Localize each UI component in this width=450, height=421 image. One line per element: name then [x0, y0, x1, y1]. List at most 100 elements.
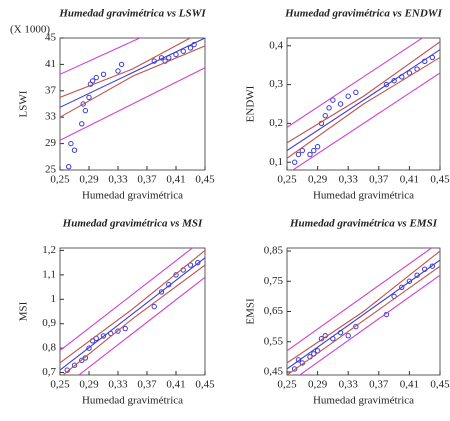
point: [295, 151, 302, 158]
x-tick-label: 0,41: [166, 379, 185, 391]
chart-title: Humedad gravimétrica vs EMSI: [289, 218, 438, 230]
chart-title: Humedad gravimétrica vs ENDWI: [284, 8, 442, 20]
fit-line: [60, 38, 192, 98]
y-axis-label: MSI: [18, 301, 30, 321]
y-tick-label: 29: [45, 137, 57, 149]
fit-line: [60, 248, 194, 352]
y-tick-label: 1,2: [42, 244, 56, 256]
y-tick-label: 0,7: [42, 366, 56, 378]
panel: Humedad gravimétrica vs EMSI 0,25 0,29 0,33…: [245, 218, 450, 407]
x-axis-label: Humedad gravimétrica: [82, 190, 183, 202]
point: [311, 147, 317, 154]
fit-line: [287, 259, 440, 370]
fit-line: [60, 67, 205, 141]
point: [71, 362, 78, 368]
point: [68, 140, 74, 147]
point: [93, 74, 99, 81]
x-tick-label: 0,45: [195, 174, 215, 186]
x-tick-label: 0,25: [50, 174, 70, 186]
fit-line: [287, 265, 440, 375]
fit-line: [287, 250, 440, 364]
y-tick-label: 0,3: [269, 78, 283, 90]
chart-title: Humedad gravimétrica vs MSI: [62, 218, 203, 230]
point: [100, 71, 107, 78]
x-tick-label: 0,45: [430, 174, 450, 186]
x-tick-label: 0,37: [369, 174, 389, 186]
point: [291, 159, 298, 165]
y-tick-label: 25: [45, 164, 57, 176]
x-tick-label: 0,33: [108, 174, 128, 186]
y-tick-label: 0,45: [264, 366, 284, 378]
fit-line: [60, 38, 205, 108]
plot-area: [60, 248, 205, 375]
point: [79, 121, 85, 127]
x-tick-label: 0,29: [308, 379, 328, 391]
x-axis-label: Humedad gravimétrica: [313, 395, 414, 407]
point: [353, 89, 359, 96]
y-tick-label: 0,8: [42, 342, 56, 354]
y-tick-label: 0,4: [269, 39, 283, 51]
y-axis-label: EMSI: [245, 298, 257, 325]
point: [66, 164, 72, 170]
point: [345, 93, 351, 99]
point: [195, 259, 201, 266]
y-tick-label: 41: [45, 58, 56, 70]
point: [151, 303, 157, 310]
panel: Humedad gravimétrica vs LSWI (X 1000) 0,25…: [10, 8, 215, 202]
x-tick-label: 0,29: [79, 174, 99, 186]
point: [326, 105, 332, 111]
point: [82, 355, 89, 361]
y-tick-label: 1: [51, 293, 57, 305]
y-tick-label: 0,65: [264, 305, 284, 317]
x-tick-label: 0,33: [339, 379, 359, 391]
fit-line: [60, 38, 142, 75]
y-axis-label: ENDWI: [245, 85, 257, 122]
x-tick-label: 0,41: [400, 174, 419, 186]
point: [307, 151, 313, 158]
point: [337, 101, 344, 107]
plot-area: [60, 38, 205, 170]
point: [86, 94, 92, 101]
x-tick-label: 0,45: [195, 379, 215, 391]
fit-line: [291, 72, 440, 170]
x-tick-label: 0,25: [277, 174, 297, 186]
point: [115, 68, 121, 74]
point: [383, 81, 390, 88]
point: [399, 284, 405, 291]
point: [330, 97, 336, 103]
point: [345, 332, 351, 339]
y-tick-label: 1,1: [42, 268, 56, 280]
point: [187, 262, 194, 268]
y-tick-label: 0,75: [264, 275, 284, 287]
point: [187, 45, 194, 51]
y-tick-label: 0,9: [42, 317, 56, 329]
point: [173, 272, 179, 278]
x-tick-label: 0,25: [277, 379, 297, 391]
fit-line: [298, 274, 440, 375]
point: [80, 101, 86, 107]
x-tick-label: 0,41: [400, 379, 419, 391]
y-tick-label: 37: [45, 84, 57, 96]
point: [89, 78, 96, 84]
fit-line: [287, 49, 440, 152]
point: [322, 112, 328, 119]
point: [314, 144, 321, 150]
plot-area: [287, 38, 440, 170]
point: [162, 58, 168, 64]
panel: Humedad gravimétrica vs MSI 0,25 0,29 0,33 0…: [18, 218, 216, 407]
x-tick-label: 0,37: [137, 174, 157, 186]
plot-area: [287, 248, 440, 375]
point: [79, 357, 85, 364]
point: [299, 147, 305, 154]
plot-frame: [59, 37, 206, 171]
y-tick-label: 0,2: [269, 117, 283, 129]
y-tick-label: 0,85: [264, 245, 284, 257]
x-tick-label: 0,45: [430, 379, 450, 391]
x-tick-label: 0,41: [166, 174, 185, 186]
fit-line: [287, 41, 440, 144]
point: [82, 107, 89, 114]
point: [429, 263, 436, 269]
fit-line: [62, 264, 205, 375]
x-tick-label: 0,37: [369, 379, 389, 391]
